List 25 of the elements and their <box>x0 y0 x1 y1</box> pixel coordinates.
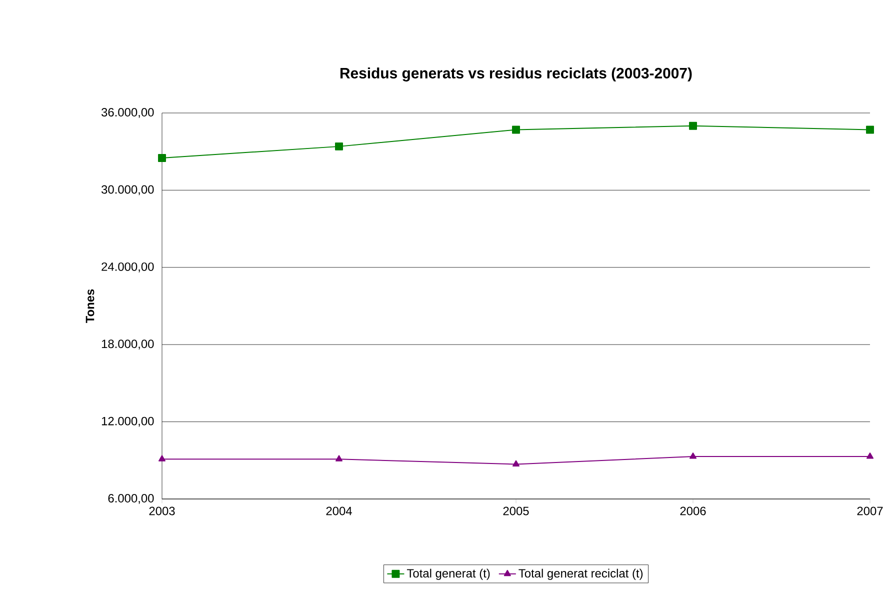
y-tick-label: 12.000,00 <box>102 416 154 427</box>
point <box>689 452 697 459</box>
x-tick-label: 2004 <box>326 506 352 516</box>
x-tick-label: 2007 <box>857 506 883 516</box>
legend-label: Total generat (t) <box>406 568 490 580</box>
point <box>158 154 166 162</box>
y-tick-label: 30.000,00 <box>102 185 154 196</box>
point <box>512 126 520 134</box>
point <box>866 126 874 134</box>
x-tick-label: 2006 <box>680 506 706 516</box>
point <box>689 122 697 130</box>
y-tick-label: 24.000,00 <box>102 262 154 272</box>
point <box>335 142 343 150</box>
point <box>866 452 874 459</box>
y-tick-label: 18.000,00 <box>102 340 154 350</box>
point <box>158 455 166 462</box>
chart-title: Residus generats vs residus reciclats (2003-2007) <box>340 67 692 82</box>
x-tick-label: 2003 <box>149 506 175 516</box>
y-tick-label: 36.000,00 <box>102 108 154 118</box>
x-tick-label: 2005 <box>503 506 529 516</box>
legend-label: Total generat reciclat (t) <box>518 568 643 580</box>
point <box>512 460 520 466</box>
point <box>335 455 343 462</box>
y-tick-label: 6.000,00 <box>108 494 154 504</box>
y-axis-title: Tones <box>86 289 94 324</box>
